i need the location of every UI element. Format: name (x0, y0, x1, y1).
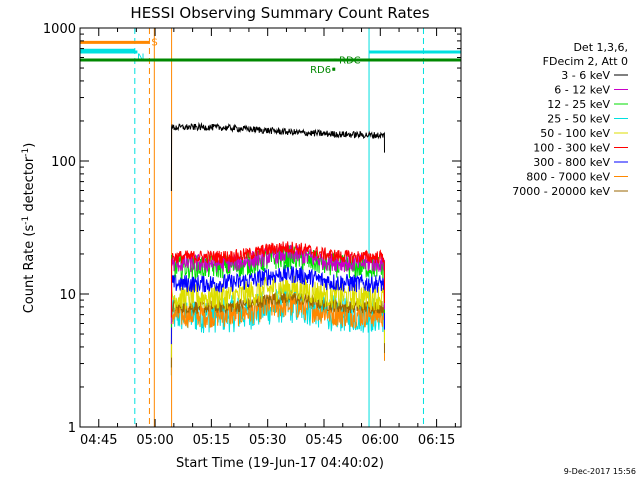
series-layer (170, 121, 385, 376)
x-tick-label: 06:15 (418, 433, 455, 448)
y-tick-label: 10 (59, 288, 76, 303)
series-line-3 (170, 286, 385, 376)
vertical-marker-lines (79, 28, 424, 427)
x-axis-label: Start Time (19-Jun-17 04:40:02) (176, 456, 384, 471)
legend-label: 7000 - 20000 keV (512, 185, 610, 198)
y-tick-label: 1000 (43, 22, 76, 37)
x-tick-label: 06:00 (362, 433, 399, 448)
series-line-8 (170, 290, 385, 368)
chart-title: HESSI Observing Summary Count Rates (130, 4, 429, 22)
legend-header-line-2: FDecim 2, Att 0 (543, 55, 628, 68)
flag-label: S (151, 38, 157, 49)
x-axis: 04:45 05:00 05:15 05:30 05:45 06:00 06:15 (79, 28, 456, 448)
x-tick-label: 04:45 (80, 433, 117, 448)
legend-label: 50 - 100 keV (540, 127, 610, 140)
x-tick-label: 05:45 (305, 433, 342, 448)
legend-label: 800 - 7000 keV (526, 171, 610, 184)
flag-label: N (137, 53, 144, 64)
legend-label: 100 - 300 keV (533, 142, 610, 155)
y-tick-label: 100 (51, 155, 76, 170)
flag-label: RD6 (310, 65, 331, 76)
y-axis: 1 10 100 1000 (43, 22, 461, 436)
legend: Det 1,3,6, FDecim 2, Att 0 3 - 6 keV 6 - … (512, 41, 628, 198)
flag-bars: SN RD6 RDC (80, 38, 461, 76)
x-tick-label: 05:30 (249, 433, 286, 448)
series-line-6 (170, 264, 385, 345)
legend-label: 3 - 6 keV (561, 69, 610, 82)
series-line-0 (170, 121, 385, 191)
plot-frame (79, 27, 462, 428)
y-tick-label: 1 (68, 421, 76, 436)
legend-header-line-1: Det 1,3,6, (573, 41, 628, 54)
flag-label: RDC (339, 55, 361, 66)
rd6-dot (332, 67, 336, 71)
legend-label: 12 - 25 keV (547, 98, 610, 111)
legend-label: 300 - 800 keV (533, 156, 610, 169)
flag-mark (333, 58, 337, 62)
footer-date: 9-Dec-2017 15:56 (564, 467, 636, 476)
series-line-5 (170, 241, 385, 318)
x-tick-label: 05:00 (136, 433, 173, 448)
legend-label: 25 - 50 keV (547, 113, 610, 126)
y-axis-label: Count Rate (s-1 detector-1) (21, 143, 37, 314)
legend-label: 6 - 12 keV (554, 84, 610, 97)
x-tick-label: 05:15 (193, 433, 230, 448)
series-line-1 (170, 244, 385, 324)
